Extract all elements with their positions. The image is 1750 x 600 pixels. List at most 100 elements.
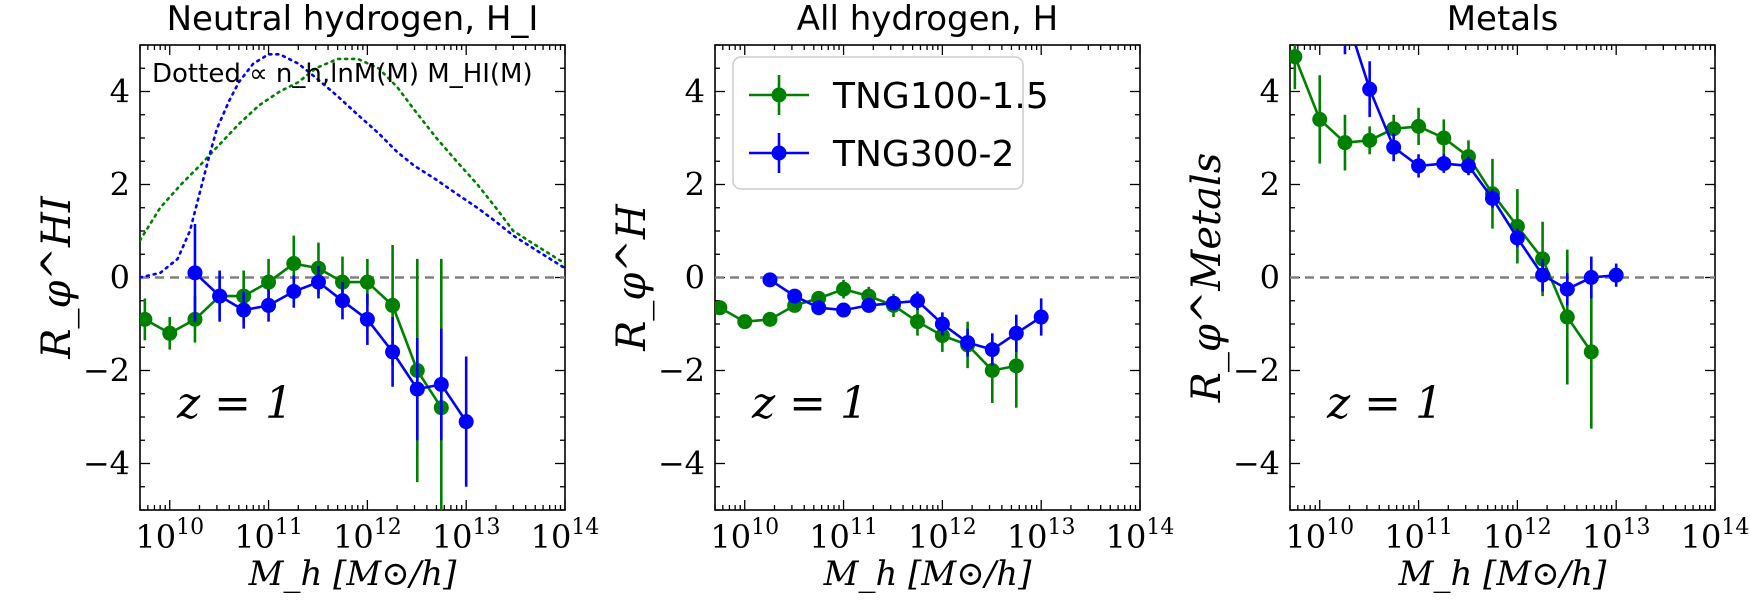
data-point: [960, 335, 976, 351]
data-point: [359, 311, 375, 327]
data-point: [162, 325, 178, 341]
dotted-curve-TNG300-2: [140, 52, 565, 279]
data-point: [1535, 267, 1551, 283]
data-point: [1559, 281, 1575, 297]
y-axis-label: R_φ^HI: [34, 195, 80, 360]
x-axis-label: M_h [M⊙/h]: [1398, 554, 1607, 594]
y-tick-label: 0: [110, 259, 130, 297]
legend: TNG100-1.5 TNG300-2: [732, 56, 1049, 190]
data-point: [1008, 325, 1024, 341]
data-point: [1583, 344, 1599, 360]
y-tick-label: −4: [1233, 445, 1280, 483]
data-point: [1460, 158, 1476, 174]
x-tick-label: 1012: [908, 515, 977, 556]
data-point: [762, 311, 778, 327]
y-tick-label: 4: [685, 73, 705, 111]
data-point: [409, 381, 425, 397]
legend-label: TNG100-1.5: [832, 76, 1049, 117]
x-tick-label: 1013: [1582, 515, 1651, 556]
y-tick-label: −2: [658, 352, 705, 390]
series-line-TNG100-1.5: [1293, 56, 1593, 353]
redshift-label: z = 1: [176, 378, 293, 429]
data-point: [334, 293, 350, 309]
y-tick-label: 2: [685, 166, 705, 204]
data-point: [1386, 139, 1402, 155]
data-point: [286, 256, 302, 272]
data-point: [261, 297, 277, 313]
x-tick-label: 1012: [1483, 515, 1552, 556]
data-point: [909, 314, 925, 330]
data-point: [261, 274, 277, 290]
data-point: [984, 342, 1000, 358]
x-tick-label: 1013: [1007, 515, 1076, 556]
panel-title: Neutral hydrogen, H_I: [167, 0, 539, 39]
data-point: [1033, 309, 1049, 325]
x-tick-label: 1010: [1285, 515, 1354, 556]
data-point: [236, 302, 252, 318]
data-point: [385, 344, 401, 360]
data-point: [458, 414, 474, 430]
data-point: [385, 297, 401, 313]
data-point: [909, 293, 925, 309]
y-tick-label: 0: [685, 259, 705, 297]
data-point: [310, 274, 326, 290]
x-tick-label: 1013: [432, 515, 501, 556]
x-tick-label: 1010: [710, 515, 779, 556]
y-tick-label: −4: [658, 445, 705, 483]
data-point: [212, 288, 228, 304]
data-layer: [715, 272, 1049, 408]
data-point: [1484, 190, 1500, 206]
data-point: [836, 281, 852, 297]
y-tick-label: −2: [1233, 352, 1280, 390]
dotted-curve-TNG100-1.5: [140, 57, 565, 265]
series-line-TNG300-2: [1354, 45, 1617, 291]
data-point: [1436, 156, 1452, 172]
data-point: [1559, 309, 1575, 325]
data-point: [762, 272, 778, 288]
data-point: [885, 295, 901, 311]
data-point: [861, 297, 877, 313]
data-layer: [1290, 5, 1624, 429]
y-tick-label: 4: [1260, 73, 1280, 111]
data-point: [836, 302, 852, 318]
y-tick-label: −2: [83, 352, 130, 390]
data-point: [140, 311, 153, 327]
data-point: [359, 274, 375, 290]
data-point: [811, 300, 827, 316]
x-tick-label: 1014: [1106, 515, 1175, 556]
data-point: [286, 283, 302, 299]
x-tick-label: 1014: [1681, 515, 1750, 556]
data-point: [1386, 121, 1402, 137]
legend-marker: [771, 87, 787, 103]
x-tick-label: 1012: [333, 515, 402, 556]
x-tick-label: 1011: [234, 515, 303, 556]
data-point: [1337, 5, 1352, 20]
x-axis-label: M_h [M⊙/h]: [248, 554, 457, 594]
legend-box: [732, 56, 1024, 190]
legend-marker: [771, 145, 787, 161]
dotted-annotation: Dotted ∝ n_h,lnM(M) M_HI(M): [152, 59, 533, 89]
data-point: [1362, 132, 1378, 148]
data-point: [1411, 158, 1427, 174]
data-point: [1337, 135, 1353, 151]
y-axis-label: R_φ^H: [609, 203, 655, 352]
data-point: [934, 316, 950, 332]
data-point: [1436, 130, 1452, 146]
data-point: [1411, 118, 1427, 134]
panel-title: Metals: [1447, 0, 1559, 39]
panel-title: All hydrogen, H: [797, 0, 1058, 39]
x-tick-label: 1011: [1384, 515, 1453, 556]
y-tick-label: 2: [1260, 166, 1280, 204]
y-axis-label: R_φ^Metals: [1184, 153, 1230, 404]
y-tick-label: 2: [110, 166, 130, 204]
data-point: [1312, 111, 1328, 127]
redshift-label: z = 1: [751, 378, 868, 429]
x-tick-label: 1014: [531, 515, 600, 556]
data-point: [1509, 230, 1525, 246]
data-point: [737, 314, 753, 330]
data-layer: [140, 52, 565, 510]
data-point: [187, 265, 203, 281]
data-point: [1008, 358, 1024, 374]
